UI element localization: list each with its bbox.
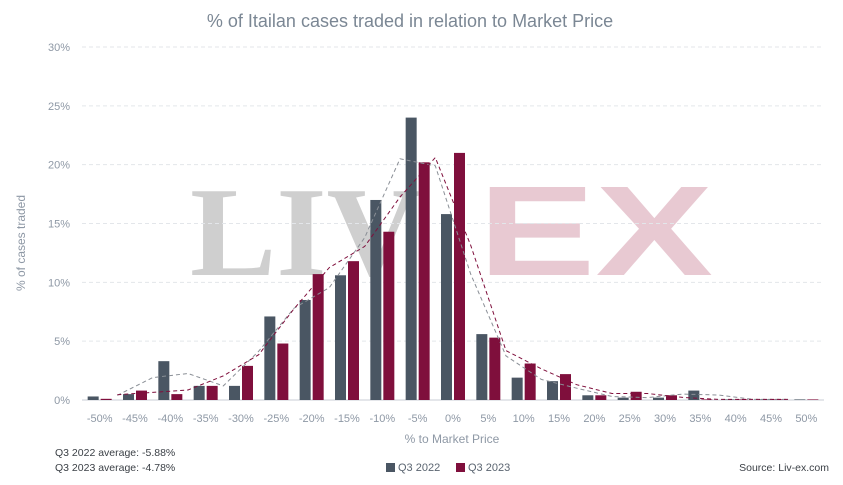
x-tick-label: -5% [408,413,428,425]
y-axis-label: % of cases traded [14,195,28,291]
y-tick-label: 20% [48,160,70,172]
bar-q3-2022 [299,299,311,400]
y-tick-label: 30% [48,42,70,54]
bar-q3-2022 [511,377,523,400]
bar-q3-2023 [701,399,713,400]
bar-q3-2023 [524,363,536,400]
bar-q3-2022 [653,397,664,400]
x-axis: -50% -45% -40% -35% -30% -25% -20% -15% -10% -5% 0… [87,413,818,425]
bar-q3-2022 [441,214,452,400]
bar-q3-2022 [582,395,594,400]
trendlines [117,156,789,400]
average-note-2022: Q3 2022 average: -5.88% [55,447,175,459]
bar-q3-2022 [335,275,346,400]
y-tick-label: 10% [48,277,70,289]
bar-q3-2023 [206,385,218,400]
chart-title: % of Itailan cases traded in relation to… [207,11,613,31]
bar-q3-2023 [242,365,253,400]
trendline-q3-2022 [117,158,789,400]
bar-q3-2023 [383,231,395,400]
bar-q3-2023 [807,399,819,400]
watermark-liv: LIV [190,161,420,303]
x-tick-label: 30% [654,413,676,425]
bar-q3-2023 [136,390,147,400]
x-tick-label: -50% [87,413,113,425]
average-note-2023: Q3 2023 average: -4.78% [55,462,175,474]
bar-q3-2022 [794,399,806,400]
bar-q3-2023 [595,395,607,400]
bar-q3-2022 [123,394,134,400]
bar-q3-2023 [312,274,324,400]
bar-q3-2022 [264,316,276,400]
legend-label-q3-2022: Q3 2022 [398,462,440,474]
x-axis-label: % to Market Price [405,432,500,446]
bar-q3-2022 [193,385,205,400]
bar-q3-2022 [617,397,629,400]
y-tick-label: 5% [54,336,70,348]
watermark-ex: EX [478,160,713,303]
bar-q3-2022 [87,396,99,400]
bar-q3-2023 [666,395,677,400]
x-tick-label: -10% [369,413,395,425]
x-tick-label: 50% [795,413,817,425]
y-tick-label: 15% [48,219,70,231]
bar-q3-2023 [489,337,501,400]
bar-q3-2023 [560,374,571,400]
bar-q3-2022 [688,390,700,400]
legend-label-q3-2023: Q3 2023 [468,462,510,474]
bar-q3-2022 [547,381,558,400]
bar-q3-2023 [418,162,430,400]
x-tick-label: 20% [583,413,605,425]
x-tick-label: 15% [548,413,570,425]
y-tick-label: 25% [48,101,70,113]
bar-q3-2023 [454,152,465,400]
x-tick-label: 10% [513,413,535,425]
x-tick-label: 0% [445,413,461,425]
bar-q3-2023 [100,398,112,400]
legend: Q3 2022 Q3 2023 [386,462,510,474]
x-tick-label: 45% [760,413,782,425]
bar-q3-2023 [171,394,183,400]
x-tick-label: -45% [122,413,148,425]
x-tick-label: 40% [725,413,747,425]
bar-q3-2023 [630,391,642,400]
bar-q3-2023 [277,343,289,400]
y-tick-label: 0% [54,395,70,407]
legend-swatch-q3-2022 [386,463,395,472]
bar-q3-2023 [348,261,359,400]
bar-q3-2022 [476,334,488,400]
bars [87,117,819,400]
x-tick-label: -35% [193,413,219,425]
x-tick-label: -15% [334,413,360,425]
x-tick-label: -30% [228,413,254,425]
x-tick-label: 25% [619,413,641,425]
bar-q3-2022 [229,385,240,400]
y-axis: 0% 5% 10% 15% 20% 25% 30% [48,42,70,407]
trendline-q3-2023 [117,156,789,400]
gridlines [82,46,824,401]
legend-swatch-q3-2023 [456,463,465,472]
x-tick-label: -25% [263,413,289,425]
watermark: LIV EX [190,160,713,303]
bar-q3-2022 [158,361,170,400]
bar-q3-2022 [370,199,382,400]
x-tick-label: 5% [480,413,496,425]
x-tick-label: 35% [689,413,711,425]
x-tick-label: -20% [299,413,325,425]
source-note: Source: Liv-ex.com [739,462,829,474]
x-tick-label: -40% [157,413,183,425]
bar-q3-2022 [405,117,417,400]
